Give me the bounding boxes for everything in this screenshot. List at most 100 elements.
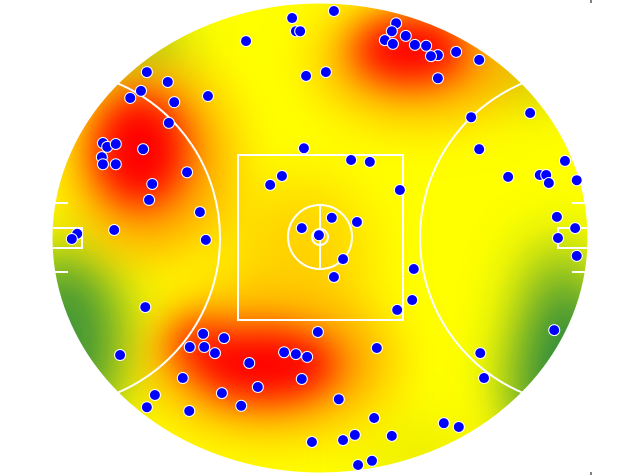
data-point [570, 249, 583, 262]
data-point [465, 111, 478, 124]
data-point [199, 233, 212, 246]
data-point [295, 222, 308, 235]
data-point [348, 428, 361, 441]
data-point [301, 350, 314, 363]
centre-square [237, 154, 404, 321]
data-point [319, 66, 332, 79]
data-point [337, 253, 350, 266]
data-point [201, 90, 214, 103]
data-point [183, 341, 196, 354]
data-point [551, 232, 564, 244]
data-point [114, 349, 127, 362]
data-point [385, 429, 398, 442]
data-point [181, 166, 194, 179]
data-point [325, 211, 338, 224]
data-point [350, 216, 363, 229]
data-point [65, 232, 78, 245]
data-point [386, 37, 399, 50]
data-point [365, 454, 378, 467]
data-point [240, 35, 253, 48]
data-point [162, 116, 175, 129]
heat-cool-zone [52, 250, 125, 430]
data-point [327, 271, 340, 284]
left-goal-square [53, 227, 83, 249]
data-point [183, 404, 196, 417]
data-point [406, 294, 419, 307]
data-point [393, 184, 406, 197]
data-point [311, 326, 324, 338]
data-point [161, 75, 174, 88]
data-point [550, 210, 563, 223]
field-boundary [51, 2, 589, 474]
scatter-points [65, 4, 583, 472]
data-point [275, 169, 288, 182]
data-point [327, 4, 340, 17]
heat-cool-zone [360, 435, 480, 473]
data-point [176, 372, 189, 385]
data-point [243, 357, 256, 370]
data-point [570, 174, 583, 187]
data-point [198, 341, 211, 354]
data-point [215, 387, 228, 400]
data-point [337, 434, 350, 447]
data-point [208, 347, 221, 360]
data-point [368, 412, 381, 425]
data-point [391, 303, 404, 316]
data-point [278, 346, 291, 359]
data-point [139, 301, 152, 314]
data-point [286, 12, 299, 25]
data-point [450, 45, 463, 58]
data-point [264, 178, 277, 191]
data-point [140, 66, 153, 79]
data-point [218, 332, 231, 345]
data-point [193, 206, 206, 219]
data-point [524, 106, 537, 119]
data-point [473, 53, 486, 66]
data-point [108, 224, 121, 237]
data-point [297, 142, 310, 155]
data-point [294, 25, 307, 38]
data-point [399, 29, 412, 42]
data-point [473, 143, 486, 156]
data-point [140, 401, 153, 414]
data-point [148, 388, 161, 401]
data-point [124, 91, 137, 104]
data-point [352, 459, 365, 472]
data-point [332, 393, 345, 406]
data-point [235, 399, 248, 412]
data-point [478, 372, 491, 385]
data-point [542, 177, 555, 190]
data-point [558, 154, 571, 167]
data-point [424, 50, 437, 63]
data-point [431, 72, 444, 85]
heat-hot-zone [355, 18, 465, 82]
data-point [408, 38, 421, 51]
data-point [109, 158, 122, 171]
data-point [251, 380, 264, 393]
data-point [569, 222, 582, 235]
data-point [295, 373, 308, 385]
data-point [197, 327, 210, 340]
data-point [96, 158, 109, 171]
data-point [452, 420, 465, 433]
data-point [312, 229, 325, 242]
data-point [420, 39, 433, 52]
data-point [370, 341, 383, 354]
data-point [474, 347, 487, 360]
data-point [437, 417, 450, 430]
data-point [345, 153, 358, 166]
data-point [134, 84, 147, 97]
data-point [502, 170, 515, 183]
data-point [305, 435, 318, 448]
data-point [300, 69, 313, 82]
data-point [548, 324, 561, 337]
data-point [385, 25, 398, 38]
data-point [109, 138, 122, 150]
data-point [289, 348, 302, 361]
data-point [363, 155, 376, 168]
data-point [146, 177, 159, 190]
data-point [168, 96, 181, 109]
left-50m-arc [117, 82, 221, 394]
data-point [143, 193, 156, 206]
